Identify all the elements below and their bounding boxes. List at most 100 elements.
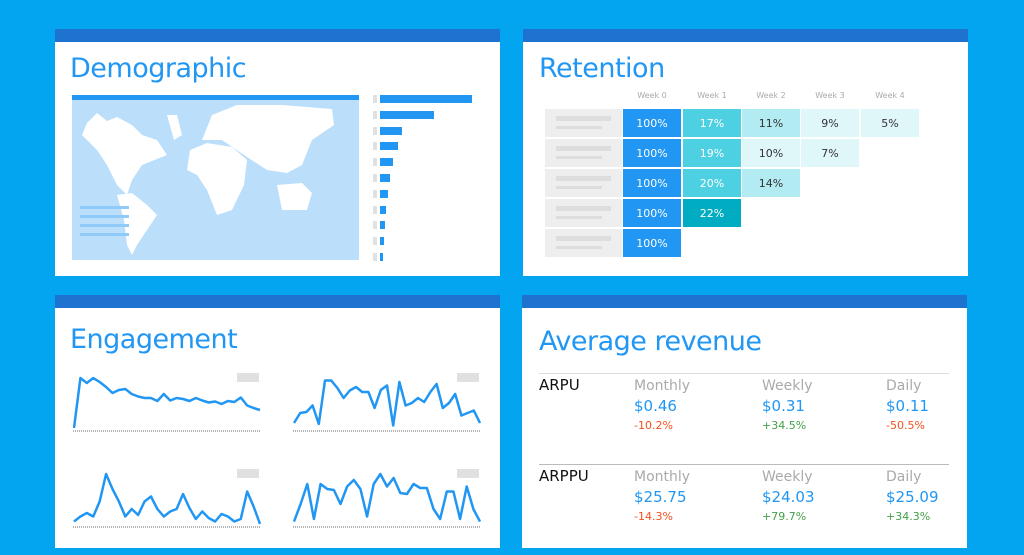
retention-cell[interactable]: 9%: [801, 109, 859, 137]
row-divider: [539, 464, 949, 465]
bar-label-placeholder: [373, 142, 377, 151]
retention-cell[interactable]: 20%: [683, 169, 741, 197]
panel-header-bar: [55, 295, 500, 308]
panel-header-bar: [55, 29, 500, 42]
engagement-sparkline[interactable]: [293, 465, 481, 531]
panel-title: Demographic: [70, 53, 247, 84]
retention-cell[interactable]: 11%: [742, 109, 800, 137]
average-revenue-panel: Average revenue ARPU Monthly $0.46 -10.2% We…: [522, 295, 967, 548]
label-placeholder: [556, 216, 602, 219]
country-bar-row[interactable]: [373, 205, 483, 214]
country-bar-row[interactable]: [373, 189, 483, 198]
country-bar-row[interactable]: [373, 221, 483, 230]
country-bar-row[interactable]: [373, 126, 483, 135]
metric-name: ARPU: [539, 376, 580, 394]
week-header: Week 4: [875, 91, 905, 100]
period-label: Weekly: [762, 378, 813, 394]
change-value: -50.5%: [886, 419, 925, 432]
retention-cell[interactable]: 100%: [623, 169, 681, 197]
retention-cell[interactable]: 14%: [742, 169, 800, 197]
cohort-label: [545, 199, 622, 227]
map-top-bar: [72, 95, 359, 100]
cohort-label: [545, 169, 622, 197]
bar-label-placeholder: [373, 110, 377, 119]
country-bar-row[interactable]: [373, 95, 483, 103]
change-value: +34.3%: [886, 510, 931, 523]
label-placeholder: [556, 246, 602, 249]
country-bar: [380, 158, 393, 167]
sparkline-label-placeholder: [457, 469, 479, 478]
label-placeholder: [556, 206, 611, 211]
panel-header-bar: [523, 29, 968, 42]
revenue-value: $0.46: [634, 397, 677, 415]
sparkline-path: [293, 379, 481, 427]
country-bar-row[interactable]: [373, 110, 483, 119]
bar-label-placeholder: [373, 237, 377, 246]
sparkline-path: [293, 472, 481, 523]
week-header: Week 3: [815, 91, 845, 100]
period-label: Weekly: [762, 469, 813, 485]
sparkline-label-placeholder: [457, 373, 479, 382]
map-legend-line: [80, 233, 129, 236]
change-value: +79.7%: [762, 510, 807, 523]
label-placeholder: [556, 176, 611, 181]
week-header: Week 2: [756, 91, 786, 100]
panel-header-bar: [522, 295, 967, 308]
retention-cell[interactable]: 100%: [623, 109, 681, 137]
revenue-value: $0.31: [762, 397, 805, 415]
engagement-sparkline[interactable]: [293, 369, 481, 435]
retention-cell[interactable]: 10%: [742, 139, 800, 167]
retention-cell[interactable]: 100%: [623, 199, 681, 227]
bar-label-placeholder: [373, 189, 377, 198]
sparkline-label-placeholder: [237, 373, 259, 382]
period-label: Monthly: [634, 378, 691, 394]
retention-cell[interactable]: 7%: [801, 139, 859, 167]
bar-label-placeholder: [373, 253, 377, 261]
retention-cell[interactable]: 100%: [623, 139, 681, 167]
panel-title: Retention: [539, 53, 665, 84]
revenue-value: $0.11: [886, 397, 929, 415]
revenue-value: $25.75: [634, 488, 687, 506]
bar-label-placeholder: [373, 221, 377, 230]
country-bar: [380, 142, 398, 151]
panel-title: Average revenue: [539, 326, 762, 357]
period-label: Daily: [886, 469, 922, 485]
engagement-panel: Engagement: [55, 295, 500, 548]
country-bar: [380, 205, 386, 214]
retention-cell[interactable]: 19%: [683, 139, 741, 167]
cohort-label: [545, 139, 622, 167]
week-header: Week 0: [637, 91, 667, 100]
retention-cell[interactable]: 5%: [861, 109, 919, 137]
retention-cell[interactable]: 22%: [683, 199, 741, 227]
engagement-sparkline[interactable]: [73, 369, 261, 435]
period-label: Monthly: [634, 469, 691, 485]
world-map[interactable]: [72, 95, 359, 260]
bar-label-placeholder: [373, 158, 377, 167]
label-placeholder: [556, 146, 611, 151]
country-bar: [380, 95, 472, 103]
country-bar-row[interactable]: [373, 253, 483, 261]
engagement-sparkline[interactable]: [73, 465, 261, 531]
demographic-panel: Demographic: [55, 29, 500, 276]
map-legend-line: [80, 206, 129, 209]
sparkline-path: [73, 472, 261, 525]
bar-label-placeholder: [373, 205, 377, 214]
country-bar: [380, 253, 383, 261]
retention-cell[interactable]: 17%: [683, 109, 741, 137]
country-bar: [380, 221, 385, 230]
country-bar: [380, 237, 384, 246]
label-placeholder: [556, 236, 611, 241]
revenue-value: $24.03: [762, 488, 815, 506]
country-bar-row[interactable]: [373, 237, 483, 246]
label-placeholder: [556, 186, 602, 189]
country-bar-row[interactable]: [373, 174, 483, 182]
cohort-label: [545, 109, 622, 137]
map-legend-line: [80, 215, 129, 218]
cohort-label: [545, 229, 622, 257]
country-bar-row[interactable]: [373, 142, 483, 151]
week-header: Week 1: [697, 91, 727, 100]
retention-cell[interactable]: 100%: [623, 229, 681, 257]
period-label: Daily: [886, 378, 922, 394]
change-value: -14.3%: [634, 510, 673, 523]
country-bar-row[interactable]: [373, 158, 483, 167]
